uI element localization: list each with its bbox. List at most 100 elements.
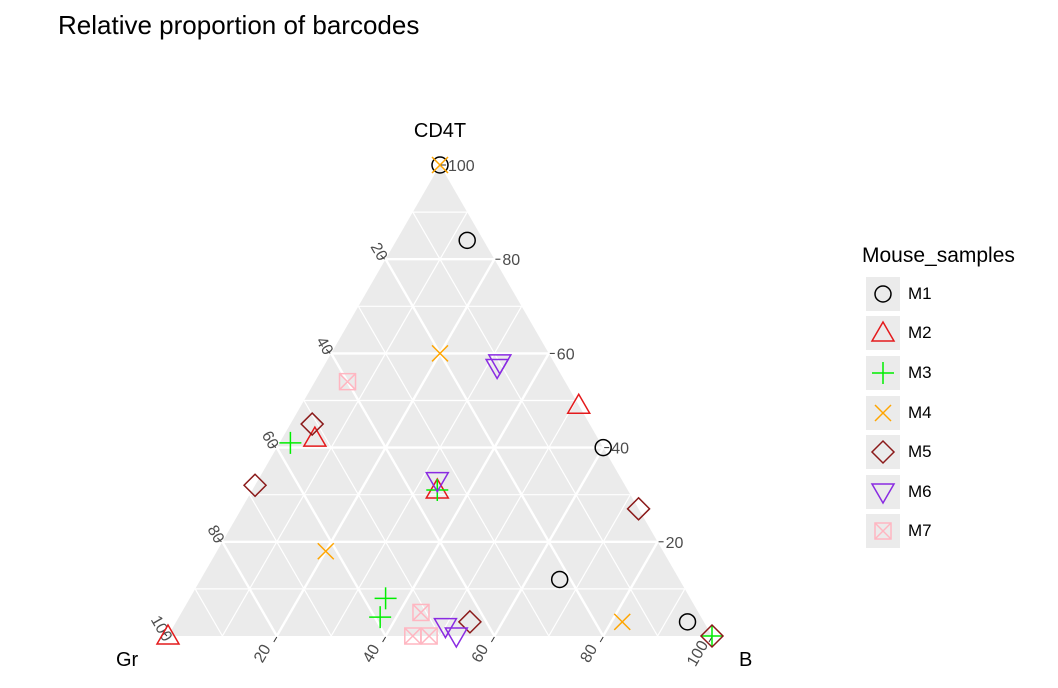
data-point-m7 [420,627,438,645]
data-point-m3 [426,478,449,501]
grid-line-minor [249,494,332,637]
grid-line-minor [221,211,468,637]
grid-line-minor [548,494,631,637]
legend-item-m1: M1 [862,274,1015,314]
grid-line-minor [412,211,659,637]
tick-label-gr: 60 [258,428,282,452]
legend-marker-m2 [870,320,896,343]
tick-label-b: 60 [469,642,493,666]
axis-label-b: B [739,649,752,671]
data-point-m4 [431,156,449,174]
legend-label: M3 [908,362,932,382]
tick-label-cd4t: 60 [557,346,575,363]
tick-label-cd4t: 40 [611,441,629,458]
tick-mark-gr [217,537,222,543]
legend-key-m1 [866,276,900,311]
legend-items: M1 M2 M3 M4 M5 M6 M7 [862,274,1015,551]
legend-marker-m1 [874,285,892,303]
tick-label-b: 20 [251,642,275,666]
legend-key-m4 [866,395,900,430]
grid-line-minor [357,305,550,637]
tick-label-cd4t: 100 [448,158,475,175]
data-point-m4 [431,344,449,362]
grid-line-major [275,446,387,637]
data-point-m5 [300,411,325,437]
data-point-m1 [431,156,449,174]
data-point-m7 [338,372,357,391]
data-point-m6 [444,627,469,649]
legend-label: M4 [908,402,932,422]
data-point-m5 [242,473,268,498]
tick-mark-b [490,636,495,643]
data-point-m2 [302,425,328,447]
legend-item-m7: M7 [862,512,1015,552]
data-point-m3 [374,587,397,610]
grid-line-minor [194,588,223,637]
legend-item-m5: M5 [862,432,1015,472]
legend-marker-m4 [874,404,892,422]
axis-label-cd4t: CD4T [414,120,466,142]
tick-label-gr: 20 [367,240,391,264]
legend-item-m2: M2 [862,314,1015,354]
tick-label-gr: 40 [312,334,336,358]
grid-line-major [493,446,605,637]
legend-key-m3 [866,355,900,390]
data-point-m3 [701,625,723,647]
data-point-m7 [412,603,430,622]
tick-label-b: 80 [577,642,601,666]
legend-key-m5 [866,435,900,470]
ternary-grid [194,211,686,637]
legend-item-m4: M4 [862,393,1015,433]
legend-label: M2 [908,323,932,343]
tick-mark-gr [380,254,385,260]
data-point-m4 [613,613,631,631]
grid-line-minor [330,305,523,637]
data-point-m3 [369,606,392,629]
grid-line-major [602,541,659,637]
data-point-m5 [626,496,651,521]
legend-marker-m5 [870,440,896,465]
legend-key-m7 [866,514,900,549]
grid-line-minor [657,588,686,637]
tick-label-b: 40 [360,642,384,666]
legend-marker-m7 [874,522,892,541]
legend-item-m6: M6 [862,472,1015,512]
data-point-m1 [678,613,697,631]
legend-key-m2 [866,316,900,351]
legend-label: M6 [908,481,932,501]
data-point-m2 [155,623,181,645]
legend-label: M7 [908,521,932,541]
tick-mark-gr [271,443,277,448]
ternary-points [155,156,725,649]
grid-line-major [221,541,278,637]
tick-mark-gr [325,349,331,354]
data-point-m5 [699,623,725,649]
legend-key-m6 [866,474,900,509]
legend-marker-m3 [872,361,894,384]
axis-label-gr: Gr [116,649,139,671]
data-point-m1 [550,570,569,589]
data-point-m4 [317,542,335,560]
data-point-m6 [484,358,510,381]
tick-mark-b [599,636,604,643]
grid-line-minor [303,400,441,637]
data-point-m5 [457,609,482,634]
tick-label-cd4t: 80 [502,252,520,269]
tick-label-cd4t: 20 [666,535,684,552]
tick-label-gr: 80 [203,523,227,547]
legend-marker-m6 [870,483,896,505]
grid-line-minor [439,400,577,637]
data-point-m1 [458,231,476,250]
legend-label: M1 [908,283,932,303]
legend: Mouse_samples M1 M2 M3 M4 M5 M6 M7 [862,244,1015,551]
data-point-m6 [424,471,450,494]
data-point-m1 [594,438,612,457]
tick-mark-b [273,636,278,643]
legend-label: M5 [908,442,932,462]
data-point-m3 [279,431,302,454]
tick-mark-b [382,636,387,643]
legend-item-m3: M3 [862,353,1015,393]
data-point-m2 [566,392,592,414]
